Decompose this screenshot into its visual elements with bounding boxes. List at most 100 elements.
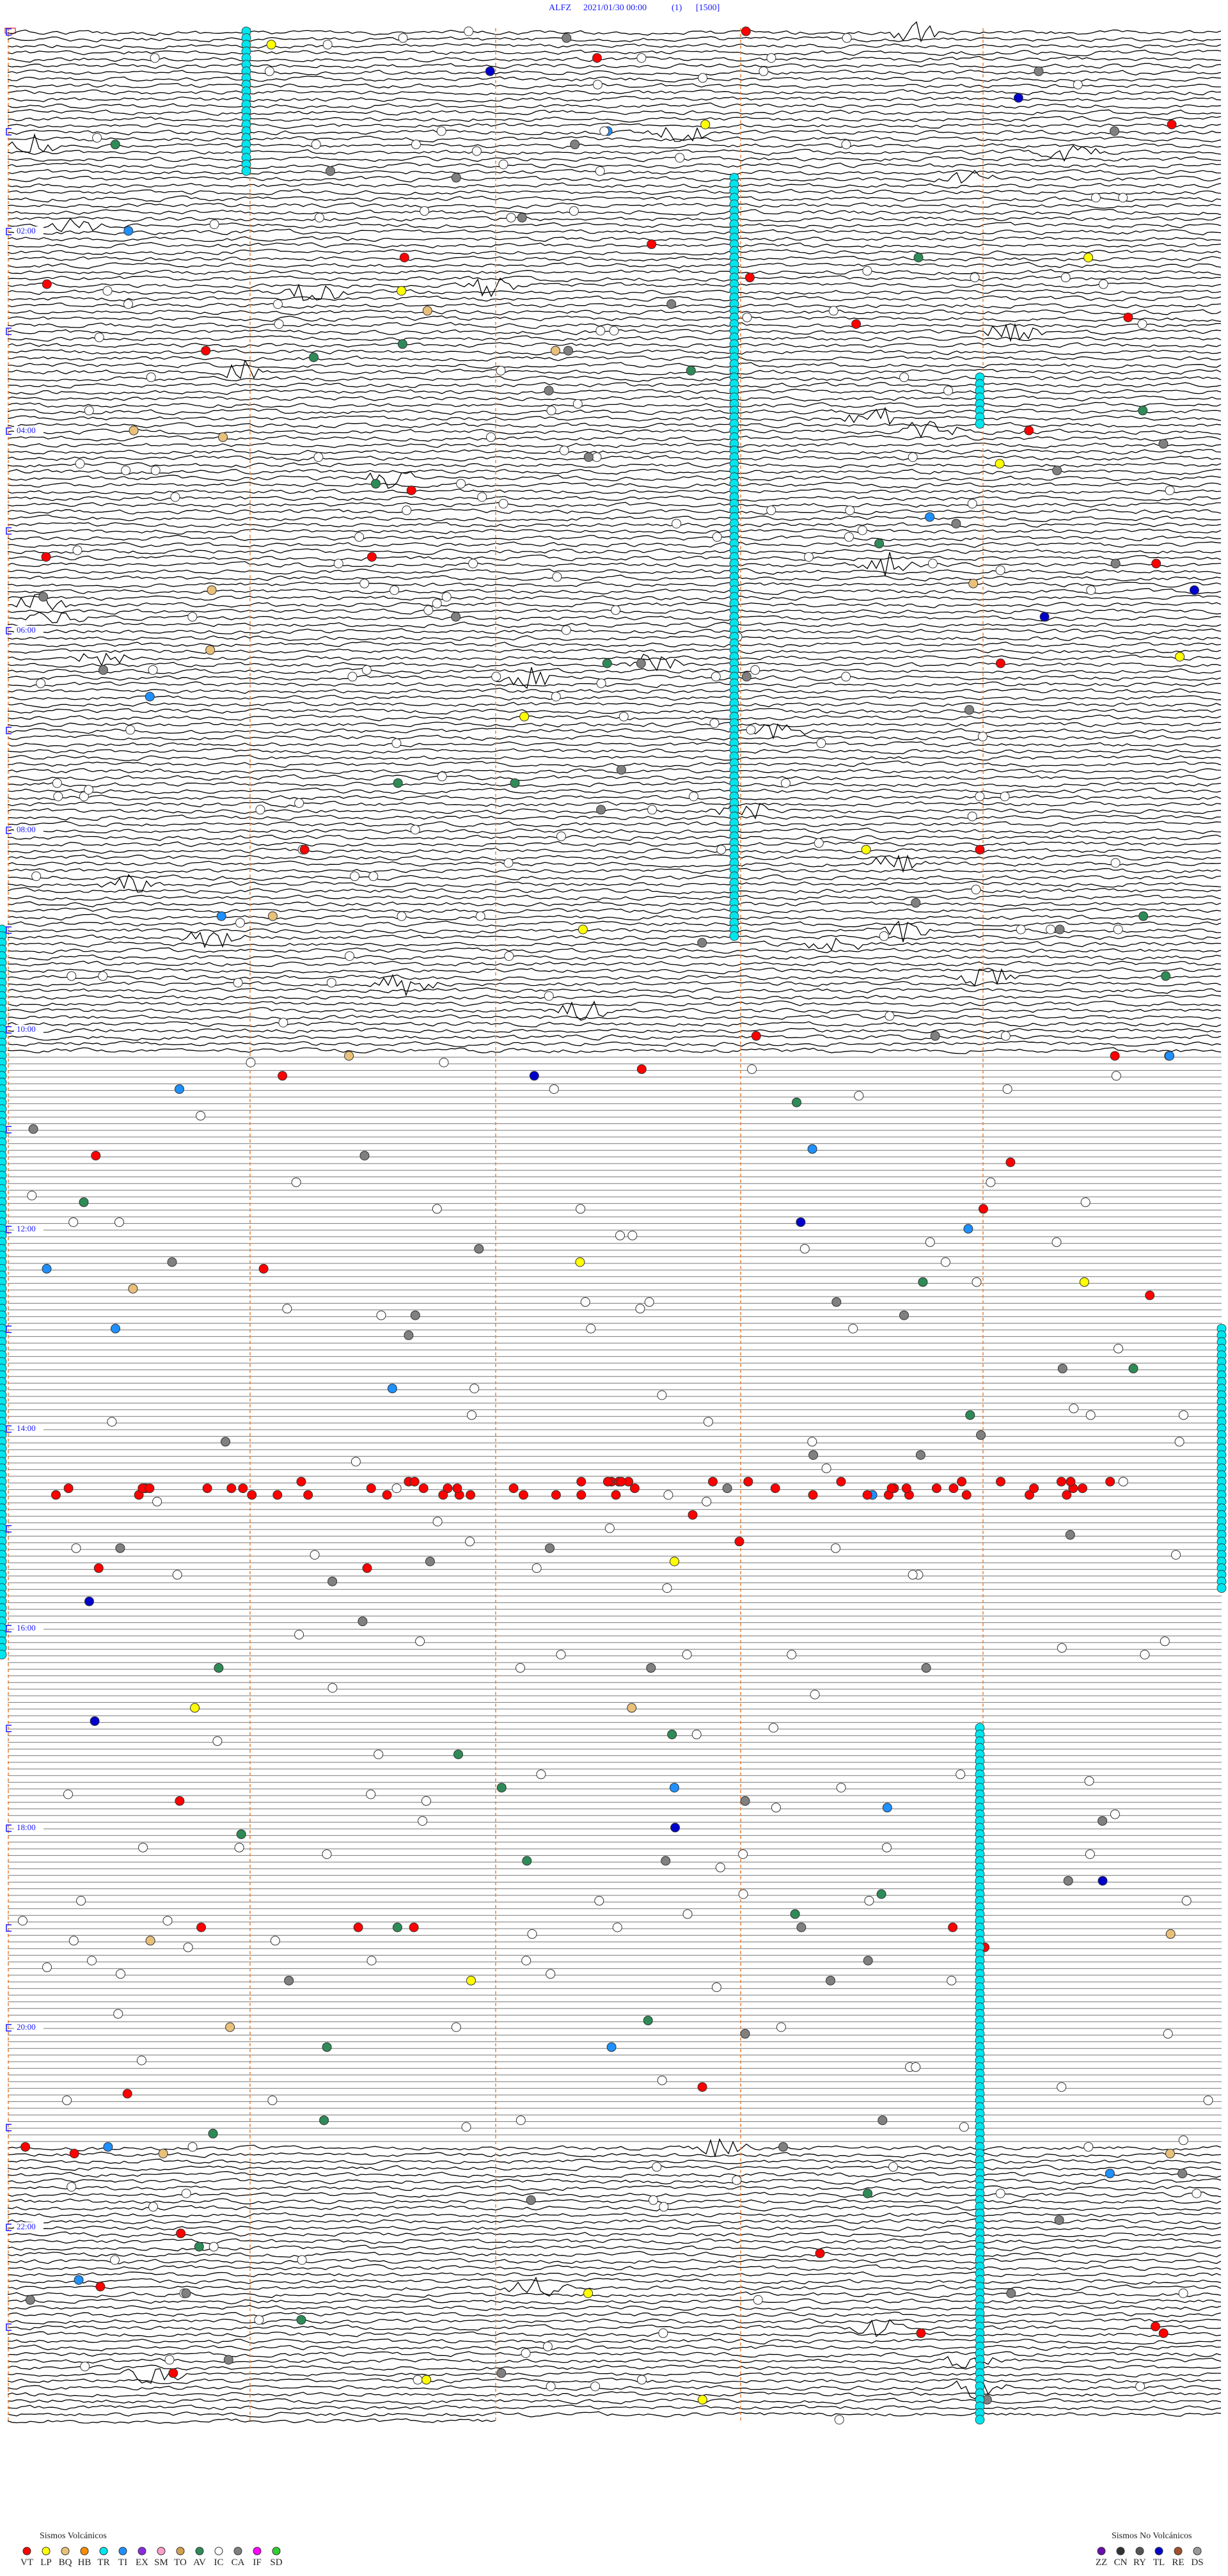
legend-swatch [80,2547,89,2556]
event [333,558,343,569]
trace [7,155,1222,162]
event [647,239,657,249]
trace [7,947,1222,954]
event [75,459,85,469]
trace [7,548,1222,555]
event [516,1663,525,1673]
event [464,26,474,36]
trace [7,2171,1222,2178]
event [876,1889,886,1899]
event [397,286,407,296]
event [957,1476,967,1487]
trace [7,216,1222,223]
scale: [1500] [696,3,720,13]
event [148,665,158,675]
event [609,326,619,336]
event [662,1583,672,1593]
event [949,1483,959,1494]
event [657,1390,667,1400]
trace [7,1027,1222,1034]
trace [7,514,1222,522]
hour-mark [6,527,12,535]
hour-mark [6,1525,12,1533]
event [848,1324,858,1334]
event [452,1483,462,1494]
trace [7,202,1222,209]
trace [7,721,1222,728]
hour-mark [6,228,12,235]
event [63,1483,74,1494]
event [627,1230,638,1240]
legend-swatch [1154,2547,1163,2556]
trace [7,2331,1222,2337]
event [606,2042,617,2052]
event [836,1783,846,1793]
trace [7,2338,1222,2345]
event [309,352,319,363]
event [908,1570,918,1580]
event [84,406,94,416]
event [925,1237,935,1247]
event [437,771,447,782]
trace [7,262,1222,269]
trace [7,43,1222,50]
event [423,605,434,615]
event [658,2328,668,2338]
event [527,1929,537,1939]
event [238,1483,248,1494]
event [410,1310,420,1320]
event [596,678,606,688]
event [700,120,711,130]
hour-mark [6,1325,12,1333]
trace [7,541,1222,548]
event [948,1922,958,1932]
event [556,831,566,841]
event [1046,924,1056,935]
event [697,2082,707,2092]
event [41,552,51,562]
event [38,592,49,602]
event [390,585,400,596]
trace [7,2344,1222,2351]
trace [7,755,1222,761]
event [1066,1476,1076,1487]
event [347,672,358,682]
trace [7,2377,1222,2385]
event [1051,1237,1062,1247]
trace [7,552,1222,576]
label-bg [14,1224,43,1233]
legend-title: Sismos Volcánicos [40,2531,107,2541]
trace [7,800,1222,820]
event [264,66,274,76]
event [322,2042,332,2052]
hour-mark [6,1226,12,1233]
trace [7,295,1222,302]
event [826,1975,835,1986]
trace [7,388,1222,395]
trace [7,2225,1222,2232]
legend-swatch [22,2547,31,2556]
event [810,1689,820,1700]
hour-mark [6,2024,12,2032]
event [382,1490,392,1500]
event [498,498,508,509]
trace [7,695,1222,701]
hour-mark [6,28,12,36]
event [698,73,708,83]
trace [7,2405,1222,2410]
trace [7,874,1222,881]
event [688,1510,698,1520]
event [67,971,77,981]
event [362,1563,372,1573]
legend-label: BQ [59,2557,72,2568]
event [821,1463,831,1473]
event [391,1483,402,1494]
event [415,1636,425,1647]
event [94,332,104,342]
event [1016,924,1026,935]
event [963,1224,973,1234]
event [51,1490,61,1500]
event [297,2255,307,2265]
event [776,2022,786,2032]
event [995,658,1005,668]
